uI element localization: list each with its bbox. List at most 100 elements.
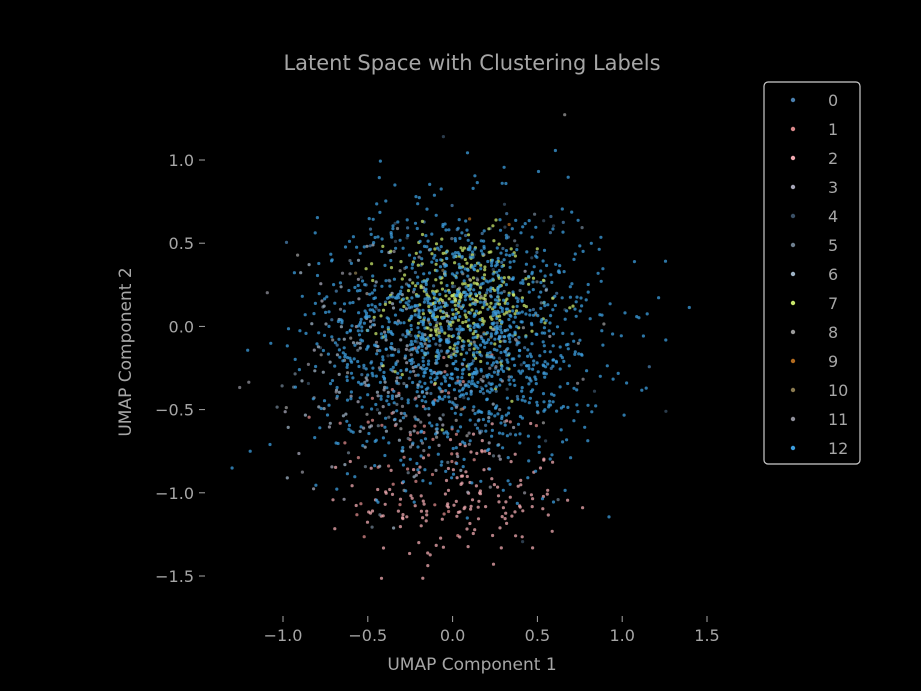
point-series-12 [539,269,543,273]
point-series-7 [405,296,409,300]
point-series-11 [338,307,343,311]
point-series-6 [445,319,450,323]
point-series-7 [462,246,466,250]
point-series-12 [545,263,549,268]
point-series-12 [527,376,532,380]
point-series-12 [398,300,402,304]
point-series-12 [451,300,455,304]
point-series-12 [380,284,384,288]
point-series-2 [546,488,550,492]
point-series-3 [412,369,416,373]
point-series-8 [365,292,369,296]
point-series-7 [443,331,447,335]
point-series-6 [423,333,427,337]
point-series-6 [351,341,356,345]
point-series-12 [347,423,352,427]
point-series-12 [374,402,378,407]
point-series-12 [520,389,524,393]
point-series-3 [399,411,403,415]
point-series-12 [551,400,555,404]
point-series-12 [366,303,370,308]
x-tick-label: 1.0 [609,626,634,645]
point-series-12 [625,381,629,385]
point-series-2 [401,513,405,517]
point-series-12 [361,279,365,283]
point-series-12 [463,267,467,271]
point-series-12 [599,279,603,283]
point-series-6 [358,341,362,345]
point-series-12 [599,235,603,239]
point-series-7 [383,302,387,306]
point-series-12 [465,516,469,520]
point-series-3 [487,441,491,445]
point-series-4 [462,396,466,400]
point-series-7 [505,310,509,314]
point-series-12 [337,337,341,341]
point-series-6 [337,372,341,376]
point-series-12 [367,217,371,221]
point-series-12 [492,370,496,374]
point-series-12 [526,434,531,438]
point-series-12 [500,320,504,324]
point-series-6 [397,438,401,442]
point-series-12 [578,338,582,342]
point-series-12 [473,412,477,416]
point-series-1 [427,453,431,457]
point-series-12 [535,400,539,404]
point-series-12 [375,202,379,206]
point-series-0 [523,346,527,350]
chart-title: Latent Space with Clustering Labels [283,51,660,75]
point-series-12 [502,298,506,302]
point-series-1 [366,420,370,424]
point-series-3 [381,405,385,409]
point-series-2 [529,421,533,426]
point-series-12 [526,348,530,352]
point-series-12 [497,431,502,435]
point-series-12 [616,371,620,375]
point-series-2 [581,506,585,510]
point-series-2 [401,517,405,521]
point-series-12 [467,380,471,384]
point-series-12 [492,347,496,351]
point-series-12 [404,301,408,305]
point-series-2 [469,507,473,511]
point-series-2 [388,487,392,492]
point-series-12 [501,488,505,492]
point-series-12 [485,398,489,402]
point-series-7 [414,251,418,255]
point-series-7 [433,381,437,385]
point-series-12 [478,343,483,347]
point-series-2 [497,500,501,504]
point-series-1 [461,380,465,384]
point-series-2 [425,509,429,513]
point-series-0 [449,327,453,331]
point-series-12 [484,429,488,433]
point-series-2 [516,484,520,488]
point-series-12 [421,359,425,363]
point-series-12 [498,383,502,387]
point-series-12 [645,312,649,316]
point-series-7 [492,239,496,243]
point-series-12 [404,489,408,493]
point-series-12 [520,320,524,324]
point-series-2 [451,468,455,472]
point-series-12 [419,454,423,458]
point-series-7 [381,308,386,312]
point-series-12 [373,464,377,468]
legend-label-3: 3 [828,178,838,197]
point-series-12 [490,264,494,268]
legend-label-7: 7 [828,294,838,313]
point-series-12 [568,295,573,299]
point-series-12 [497,337,501,341]
point-series-12 [516,422,521,426]
point-series-12 [379,397,383,401]
point-series-2 [365,520,370,524]
point-series-11 [409,353,413,357]
point-series-5 [539,301,543,305]
point-series-11 [265,291,269,295]
point-series-12 [505,434,509,438]
point-series-7 [381,244,385,248]
point-series-12 [328,382,333,386]
point-series-0 [542,284,546,288]
x-tick-label: −0.5 [348,626,387,645]
